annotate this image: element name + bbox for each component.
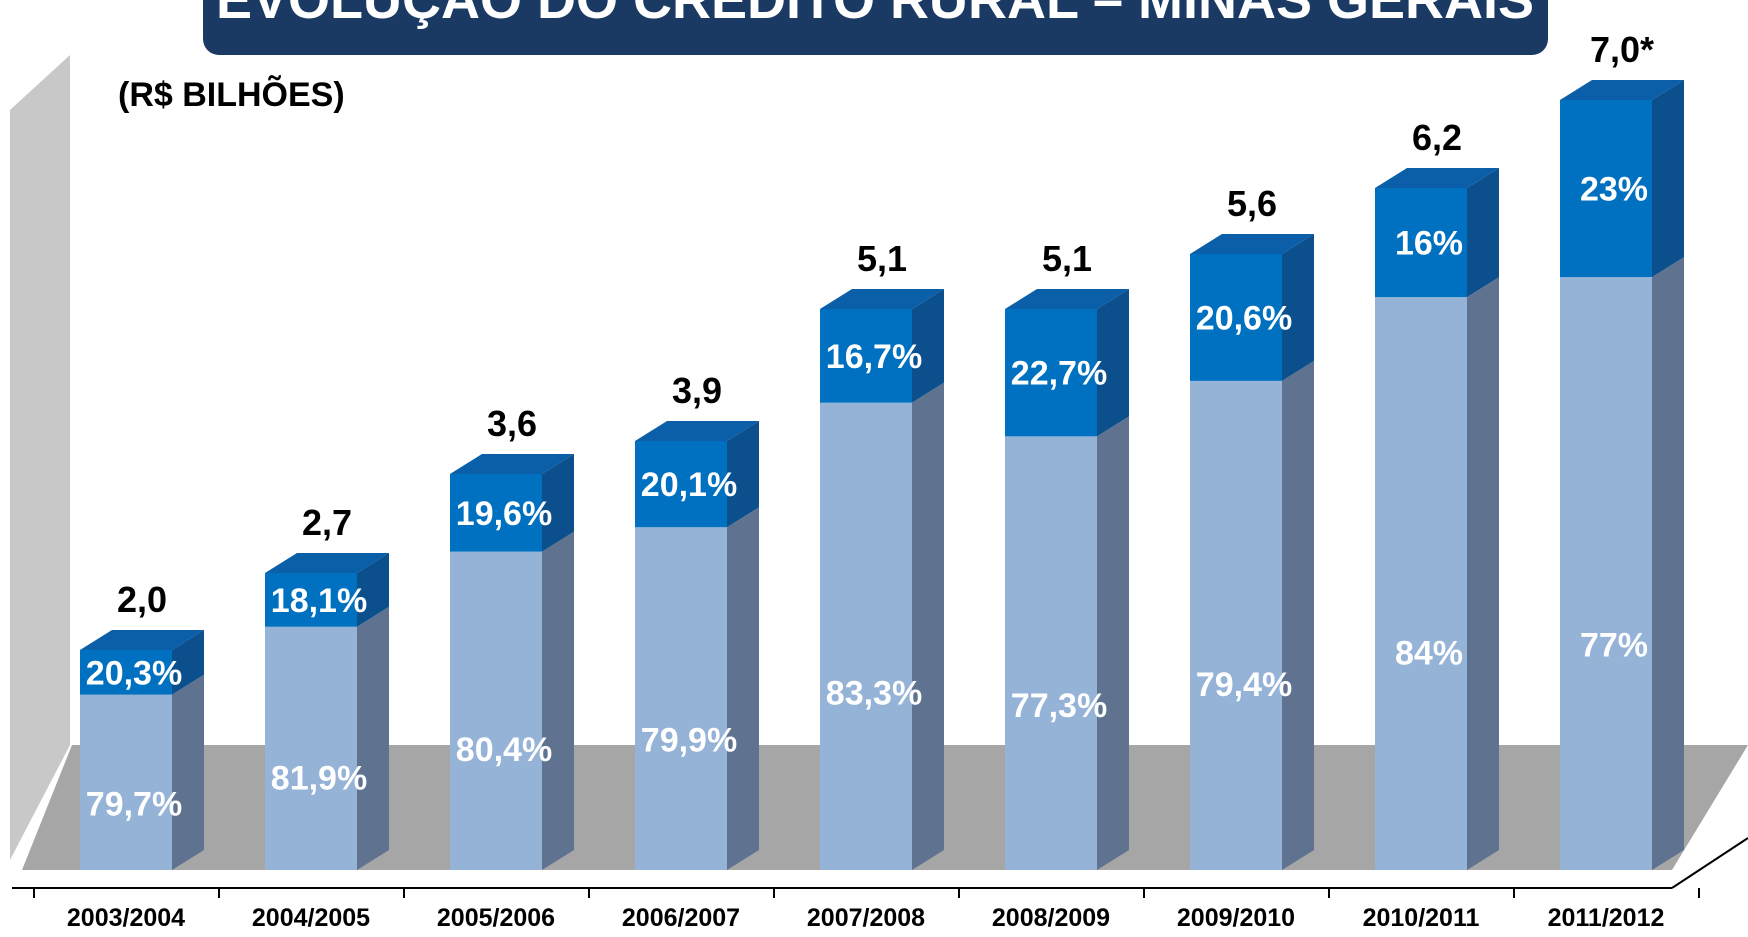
bar-side [1097,289,1129,437]
bar-segment [1190,380,1282,870]
bar-segment [1375,297,1467,870]
bar-top [1375,168,1499,188]
value-label: 79,7% [86,785,182,823]
total-label: 6,2 [1412,117,1462,158]
x-axis [12,837,1748,889]
bar-side [1282,360,1314,870]
bar-top [635,421,759,441]
total-label: 2,7 [302,502,352,543]
x-tick-label: 2003/2004 [67,904,185,932]
x-tick-label: 2005/2006 [437,904,555,932]
bar-side [1282,234,1314,381]
bar-side [172,674,204,870]
bar-side [1652,80,1684,278]
bar-segment [1005,309,1097,437]
bar-side [1467,277,1499,870]
bar-side [912,382,944,870]
value-label: 16,7% [826,338,922,376]
bar-side [1097,416,1129,870]
bar-segment [265,573,357,627]
bar-side [727,421,759,528]
bar-segment [450,474,542,552]
bar-top [1560,80,1684,100]
value-label: 22,7% [1011,355,1107,393]
bar-top [450,454,574,474]
axis-line [1671,837,1748,889]
bar-segment [820,309,912,403]
value-label: 18,1% [271,582,367,620]
x-tick-label: 2011/2012 [1548,904,1665,932]
bar-top [265,553,389,573]
value-label: 77% [1580,627,1648,665]
bar-side [357,606,389,870]
bar-side [912,289,944,403]
bar-segment [635,527,727,870]
bar-segment [1190,254,1282,381]
bar-segment [450,551,542,870]
total-label: 2,0 [117,579,167,620]
total-label: 5,1 [1042,238,1092,279]
x-tick-label: 2004/2005 [252,904,370,932]
bar-side [542,531,574,870]
total-label: 3,6 [487,403,537,444]
bar-top [1005,289,1129,309]
value-label: 83,3% [826,674,922,712]
total-label: 3,9 [672,370,722,411]
x-tick-label: 2008/2009 [992,904,1110,932]
bar-side [727,507,759,870]
chart-title: EVOLUÇÃO DO CRÉDITO RURAL – MINAS GERAIS [216,0,1534,30]
bar-segment [1560,100,1652,278]
bar-side [1652,257,1684,871]
bar-segment [820,402,912,870]
x-tick-label: 2006/2007 [622,904,740,932]
x-tick-label: 2010/2011 [1363,904,1480,932]
value-label: 77,3% [1011,687,1107,725]
value-label: 20,1% [641,466,737,504]
value-label: 16% [1395,225,1463,263]
bar-side [542,454,574,552]
bar-segment [1375,188,1467,298]
value-label: 79,4% [1196,666,1292,704]
total-label: 5,6 [1227,183,1277,224]
title-box [203,0,1548,55]
bar-side [357,553,389,627]
x-tick-label: 2009/2010 [1177,904,1295,932]
value-label: 84% [1395,634,1463,672]
back-wall [10,55,70,860]
value-label: 81,9% [271,760,367,798]
value-label: 23% [1580,171,1648,209]
value-label: 79,9% [641,722,737,760]
bar-segment [265,626,357,870]
total-label: 7,0* [1590,29,1654,70]
bar-segment [80,650,172,695]
value-label: 19,6% [456,495,552,533]
bar-segment [1005,436,1097,870]
x-tick-label: 2007/2008 [807,904,925,932]
bar-segment [80,694,172,870]
value-label: 80,4% [456,731,552,769]
value-label: 20,6% [1196,299,1292,337]
bar-side [1467,168,1499,298]
bar-top [1190,234,1314,254]
bar-top [820,289,944,309]
value-label: 20,3% [86,654,182,692]
bar-side [172,630,204,695]
bar-segment [1560,277,1652,871]
bar-top [80,630,204,650]
bar-segment [635,441,727,528]
subtitle: (R$ BILHÕES) [118,76,345,114]
total-label: 5,1 [857,238,907,279]
